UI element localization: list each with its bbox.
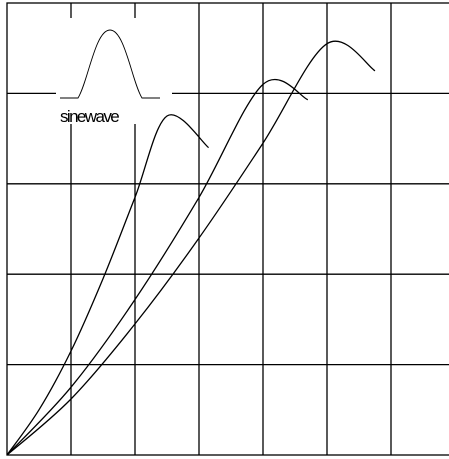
series-line-3 [6, 40, 376, 456]
sinewave-inset: sinewave [56, 18, 172, 126]
series-line-2 [6, 78, 309, 456]
inset-background [56, 18, 172, 124]
series-line-1 [6, 114, 210, 456]
plot-frame [6, 2, 449, 456]
inset-label: sinewave [60, 107, 119, 126]
series-group [6, 40, 376, 456]
bell-pulse-icon [60, 29, 160, 99]
